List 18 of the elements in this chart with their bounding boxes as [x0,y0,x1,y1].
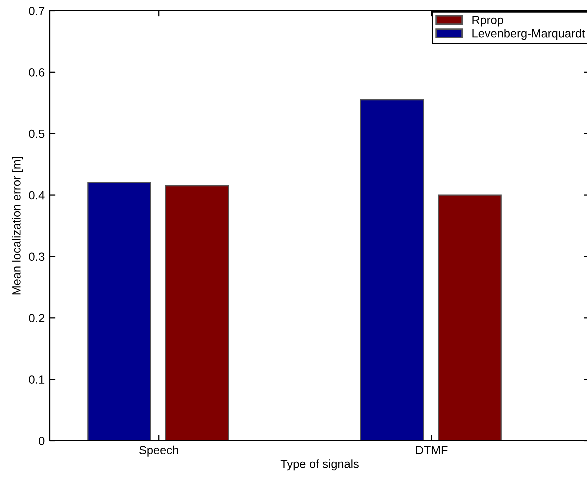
bar [438,194,502,441]
y-tick-label: 0.7 [29,7,45,16]
x-tick-label: DTMF [416,446,448,454]
y-tick-label: 0.3 [29,252,45,262]
y-axis-title: Mean localization error [m] [12,157,24,295]
y-tick-label: 0.4 [29,191,45,200]
y-tick-label: 0.1 [29,376,45,384]
legend-label: Rprop [472,16,504,27]
x-axis-title: Type of signals [280,460,359,471]
bar [88,182,152,441]
y-tick-label: 0.5 [29,130,45,138]
legend-label: Levenberg-Marquardt [472,29,586,40]
y-tick-label: 0.2 [29,314,45,323]
bar [165,186,230,441]
bar [360,100,424,441]
y-tick-label: 0.6 [29,68,45,77]
y-tick-label: 0 [39,437,45,446]
x-tick-label: Speech [140,446,178,457]
